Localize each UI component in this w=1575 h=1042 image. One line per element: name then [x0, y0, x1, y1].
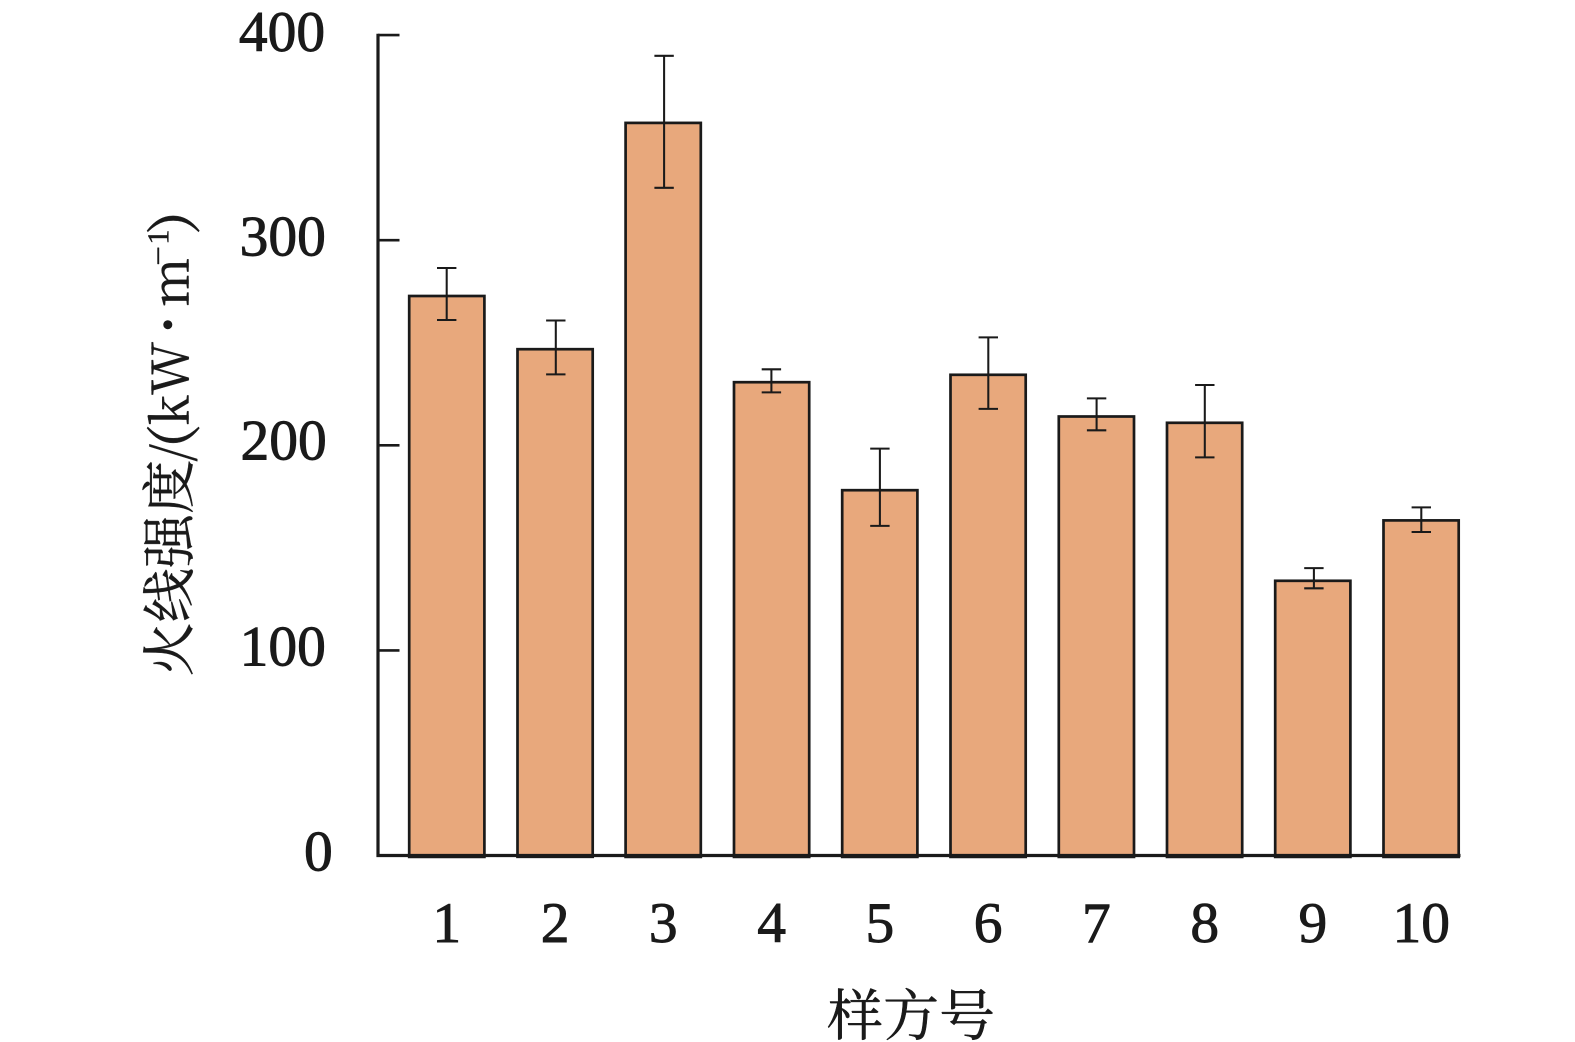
svg-text:5: 5 [866, 892, 895, 955]
svg-text:7: 7 [1082, 892, 1111, 955]
svg-text:3: 3 [649, 892, 678, 955]
svg-text:100: 100 [240, 615, 326, 678]
svg-text:8: 8 [1190, 892, 1219, 955]
svg-text:10: 10 [1392, 892, 1450, 955]
svg-text:9: 9 [1299, 892, 1328, 955]
svg-text:1: 1 [432, 892, 461, 955]
svg-text:300: 300 [240, 205, 326, 268]
svg-text:0: 0 [304, 820, 333, 883]
svg-text:200: 200 [241, 410, 327, 473]
svg-text:4: 4 [757, 892, 786, 955]
svg-text:400: 400 [239, 1, 325, 64]
svg-text:6: 6 [974, 892, 1003, 955]
svg-text:2: 2 [541, 892, 570, 955]
